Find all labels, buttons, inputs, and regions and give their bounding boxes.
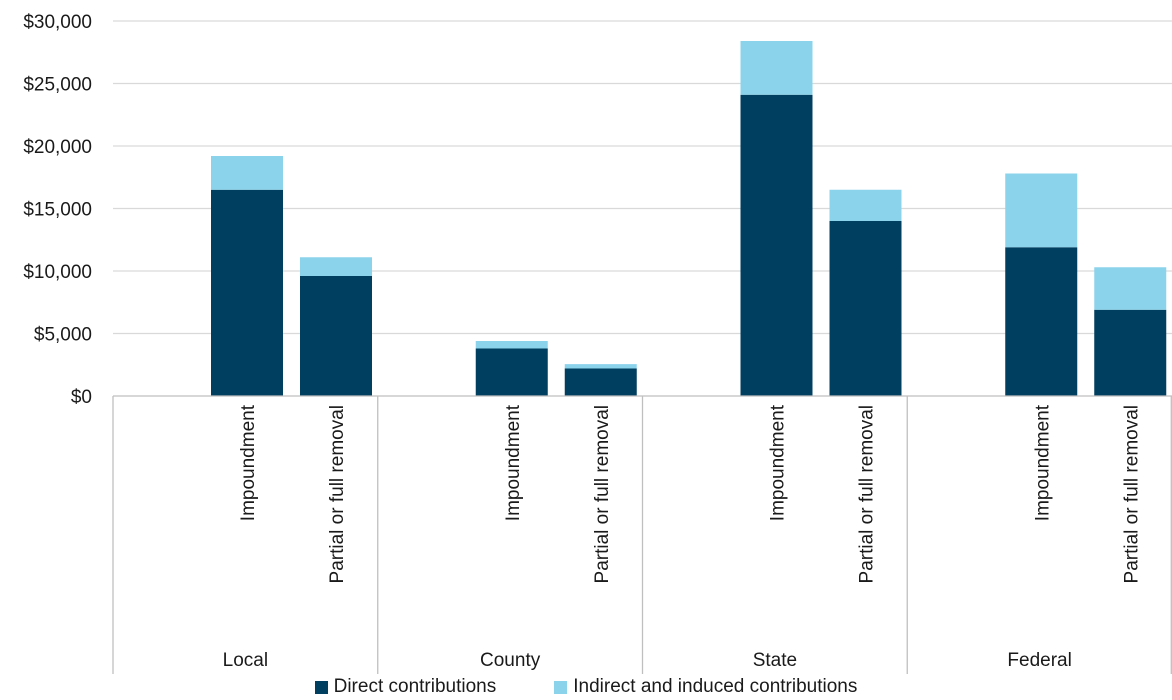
bar-direct-local-impoundment (211, 189, 283, 396)
legend-swatch-direct (314, 680, 328, 694)
bar-direct-federal-impoundment (1005, 247, 1078, 396)
bar-indirect-state-impoundment (740, 41, 813, 95)
bar-indirect-local-impoundment (211, 156, 283, 190)
bar-indirect-federal-impoundment (1005, 173, 1078, 248)
bar-indirect-county-impoundment (475, 341, 548, 349)
category-label: Impoundment (503, 404, 524, 521)
y-tick-label: $20,000 (23, 137, 92, 158)
legend-swatch-indirect (554, 680, 568, 694)
group-label-local: Local (223, 650, 268, 671)
category-label: Partial or full removal (1121, 405, 1142, 583)
bar-chart: $0 $5,000 $10,000 $15,000 $20,000 $25,000 $30,… (23, 12, 1172, 674)
category-label: Partial or full removal (327, 405, 348, 583)
y-tick-label: $30,000 (23, 12, 92, 33)
legend: Direct contributions Indirect and induce… (0, 674, 1172, 700)
y-axis-tick-labels: $0 $5,000 $10,000 $15,000 $20,000 $25,000 $30,… (23, 12, 92, 408)
group-label-county: County (480, 650, 541, 671)
y-tick-label: $25,000 (23, 75, 92, 96)
group-labels: Local County State Federal (223, 650, 1072, 671)
legend-label-direct: Direct contributions (333, 676, 497, 697)
group-label-state: State (753, 650, 797, 671)
group-label-federal: Federal (1007, 650, 1071, 671)
category-label: Impoundment (768, 404, 789, 521)
y-tick-label: $0 (71, 387, 92, 408)
category-labels: Impoundment Partial or full removal Impoun… (238, 404, 1142, 583)
legend-item-direct: Direct contributions (314, 675, 497, 699)
y-tick-label: $5,000 (34, 325, 92, 346)
bar-direct-county-removal (564, 368, 637, 396)
bar-indirect-local-removal (300, 257, 372, 276)
bar-direct-county-impoundment (475, 348, 548, 396)
legend-label-indirect: Indirect and induced contributions (573, 676, 858, 697)
category-label: Impoundment (238, 404, 259, 521)
bar-indirect-county-removal (564, 364, 637, 369)
category-label: Partial or full removal (592, 405, 613, 583)
y-tick-label: $15,000 (23, 200, 92, 221)
category-label: Partial or full removal (857, 405, 878, 583)
legend-item-indirect: Indirect and induced contributions (554, 675, 857, 699)
bar-direct-state-removal (829, 221, 902, 396)
bar-direct-state-impoundment (740, 94, 813, 396)
bar-direct-local-removal (300, 276, 372, 396)
bar-direct-federal-removal (1094, 309, 1167, 396)
bars (211, 41, 1167, 396)
y-tick-label: $10,000 (23, 262, 92, 283)
x-axis (112, 395, 1172, 674)
bar-indirect-state-removal (829, 189, 902, 221)
category-label: Impoundment (1032, 404, 1053, 521)
bar-indirect-federal-removal (1094, 267, 1167, 310)
gridlines (113, 20, 1172, 335)
